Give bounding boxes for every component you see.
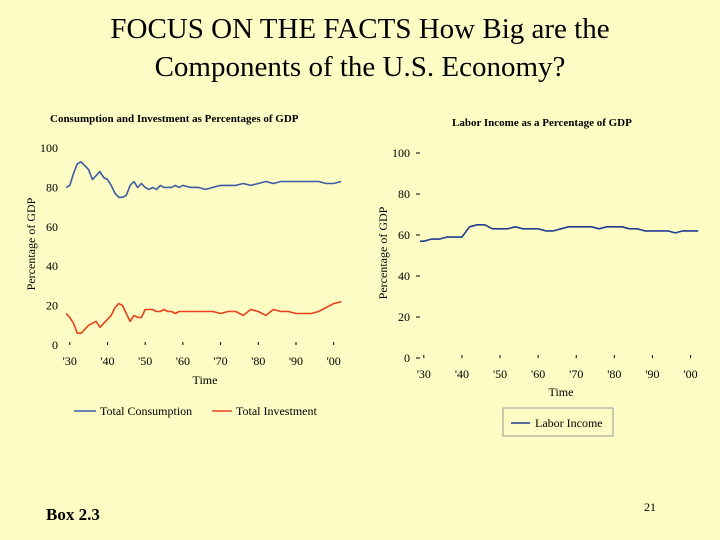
slide-title: FOCUS ON THE FACTS How Big are the Compo…: [0, 10, 720, 86]
chart-1-x-ticks: '30 '40 '50 '60 '70 '80 '90 '00: [63, 342, 341, 368]
box-label: Box 2.3: [46, 505, 100, 524]
chart-2-x-tick-label: '40: [455, 367, 469, 381]
chart-1-title: Consumption and Investment as Percentage…: [50, 113, 299, 125]
chart-1-x-tick-label: '30: [63, 354, 77, 368]
chart-2-y-axis-label: Percentage of GDP: [376, 206, 390, 299]
chart-2-legend: Labor Income: [502, 407, 614, 437]
chart-1-x-tick-label: '50: [138, 354, 152, 368]
chart-1-x-tick-label: '80: [251, 354, 265, 368]
chart-2-y-tick-label: 100: [392, 146, 410, 160]
chart-2-x-ticks: '30 '40 '50 '60 '70 '80 '90 '00: [417, 355, 698, 381]
chart-1-legend: Total Consumption Total Investment: [74, 404, 317, 418]
chart-1-y-tick-label: 60: [46, 220, 58, 234]
chart-1-x-tick-label: '70: [213, 354, 227, 368]
chart-1-x-tick-label: '60: [176, 354, 190, 368]
chart-2-y-tick-label: 20: [398, 310, 410, 324]
series-line-labor-income: [420, 224, 699, 242]
slide-title-line-1: FOCUS ON THE FACTS How Big are the: [110, 13, 610, 45]
chart-1-y-tick-label: 100: [40, 141, 58, 155]
chart-1-x-tick-label: '90: [289, 354, 303, 368]
legend-label-labor-income: Labor Income: [535, 416, 603, 430]
chart-1-x-axis-label: Time: [193, 373, 218, 387]
chart-1-y-tick-label: 40: [46, 259, 58, 273]
legend-label-total-investment: Total Investment: [236, 404, 317, 418]
chart-2-x-tick-label: '30: [417, 367, 431, 381]
chart-2-x-tick-label: '60: [531, 367, 545, 381]
chart-2-x-tick-label: '90: [645, 367, 659, 381]
chart-1-y-tick-label: 80: [46, 180, 58, 194]
chart-1-y-tick-label: 20: [46, 299, 58, 313]
chart-2-x-tick-label: '00: [683, 367, 697, 381]
series-line-total-investment: [65, 300, 342, 335]
chart-1-x-tick-label: '40: [100, 354, 114, 368]
chart-1-y-axis-label: Percentage of GDP: [24, 197, 38, 290]
series-line-total-consumption: [65, 161, 342, 199]
chart-2-x-tick-label: '50: [493, 367, 507, 381]
chart-2-y-tick-label: 0: [404, 351, 410, 365]
chart-1-x-tick-label: '00: [327, 354, 341, 368]
legend-box: [502, 407, 614, 437]
legend-label-total-consumption: Total Consumption: [100, 404, 192, 418]
chart-labor-income: Labor Income as a Percentage of GDP Perc…: [376, 117, 699, 437]
chart-consumption-investment: Consumption and Investment as Percentage…: [24, 113, 342, 418]
slide-title-line-2: Components of the U.S. Economy?: [154, 51, 566, 83]
chart-2-x-axis-label: Time: [549, 385, 574, 399]
chart-1-y-tick-label: 0: [52, 338, 58, 352]
chart-1-series: [65, 161, 342, 335]
chart-2-y-tick-label: 80: [398, 187, 410, 201]
chart-2-y-tick-label: 60: [398, 228, 410, 242]
chart-2-x-tick-label: '80: [607, 367, 621, 381]
chart-2-x-tick-label: '70: [569, 367, 583, 381]
page-number: 21: [644, 500, 656, 514]
chart-2-title: Labor Income as a Percentage of GDP: [452, 117, 632, 129]
chart-1-y-ticks: 0 20 40 60 80 100: [40, 141, 58, 352]
chart-2-y-tick-label: 40: [398, 269, 410, 283]
chart-2-y-ticks: 0 20 40 60 80 100: [392, 146, 420, 365]
chart-2-series: [420, 224, 699, 242]
